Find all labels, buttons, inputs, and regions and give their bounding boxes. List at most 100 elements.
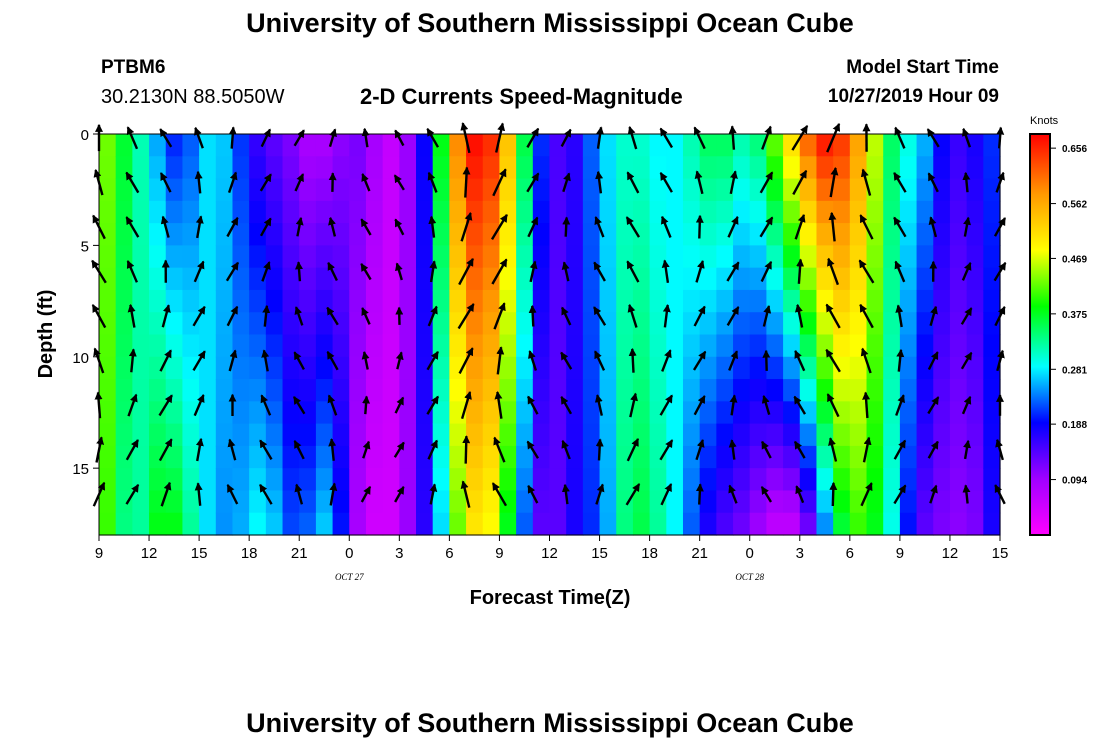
heatmap-cell: [365, 468, 384, 492]
current-vector-arrow: [462, 435, 471, 464]
heatmap-cell: [899, 134, 918, 157]
heatmap-cell: [315, 178, 334, 202]
heatmap-cell: [165, 156, 184, 180]
heatmap-cell: [432, 468, 450, 492]
heatmap-cell: [983, 156, 1001, 180]
current-vector-arrow: [728, 125, 737, 150]
heatmap-cell: [833, 178, 851, 202]
heatmap-cell: [699, 356, 717, 380]
heatmap-cell: [432, 223, 450, 246]
heatmap-cell: [182, 445, 200, 469]
heatmap-cell: [599, 423, 617, 447]
heatmap-cell: [682, 423, 701, 447]
heatmap-cell: [632, 512, 651, 536]
heatmap-cell: [516, 356, 534, 380]
current-vector-arrow: [794, 349, 806, 372]
heatmap-cell: [132, 445, 150, 469]
heatmap-cell: [232, 445, 250, 469]
current-vector-arrow: [695, 214, 704, 239]
current-vector-arrow: [361, 307, 371, 325]
heatmap-cell: [866, 267, 884, 291]
current-vector-arrow: [826, 122, 841, 153]
heatmap-cell: [165, 312, 184, 336]
heatmap-cell: [816, 223, 834, 246]
current-vector-arrow: [761, 125, 772, 150]
heatmap-cell: [916, 401, 934, 425]
heatmap-cell: [766, 334, 784, 358]
x-axis: 9 12 15 18 21 0 3 6 9 12 15 18 21 0 3 6 9 12 15 OCT 27 OCT 2…: [95, 535, 1008, 582]
heatmap-cell: [566, 379, 584, 402]
current-vector-arrow: [126, 126, 139, 150]
heatmap-cell: [165, 512, 184, 536]
colorbar-tick-label: 0.656: [1062, 144, 1087, 155]
heatmap-cell: [482, 156, 501, 180]
heatmap-cell: [132, 178, 150, 202]
heatmap-cell: [249, 200, 267, 224]
heatmap-cell: [282, 156, 300, 180]
heatmap-cell: [949, 445, 968, 469]
current-vector-arrow: [293, 351, 305, 370]
heatmap-cell: [749, 490, 768, 514]
heatmap-cell: [382, 490, 400, 514]
heatmap-cell: [416, 379, 434, 402]
heatmap-cell: [682, 245, 701, 269]
current-vector-arrow: [192, 350, 206, 372]
heatmap-cell: [949, 245, 968, 269]
heatmap-cell: [783, 379, 801, 402]
heatmap-cell: [949, 134, 968, 157]
heatmap-cell: [833, 223, 851, 246]
heatmap-cell: [432, 200, 450, 224]
heatmap-cell: [716, 289, 734, 313]
heatmap-cell: [399, 245, 417, 269]
heatmap-cell: [816, 289, 834, 313]
heatmap-cell: [866, 178, 884, 202]
heatmap-cell: [499, 512, 517, 536]
heatmap-cell: [849, 490, 868, 514]
current-vector-arrow: [896, 348, 905, 372]
heatmap-cell: [549, 223, 567, 246]
heatmap-cell: [666, 178, 684, 202]
current-vector-arrow: [695, 439, 705, 461]
heatmap-cell: [532, 445, 551, 469]
heatmap-cell: [449, 289, 467, 313]
heatmap-cell: [733, 490, 751, 514]
heatmap-cell: [365, 312, 384, 336]
current-vector-arrow: [929, 305, 938, 327]
heatmap-cell: [599, 356, 617, 380]
heatmap-cell: [199, 289, 217, 313]
heatmap-cell: [115, 379, 133, 402]
model-start-label: Model Start Time: [846, 57, 999, 78]
current-vector-arrow: [828, 437, 838, 462]
current-vector-arrow: [560, 396, 573, 415]
heatmap-cell: [849, 401, 868, 425]
heatmap-cell: [115, 334, 133, 358]
heatmap-cell: [833, 245, 851, 269]
heatmap-cell: [265, 356, 284, 380]
heatmap-cell: [532, 490, 551, 514]
current-vector-arrow: [361, 173, 371, 192]
date-label: OCT 27: [335, 572, 364, 582]
current-vector-arrow: [825, 303, 841, 329]
heatmap-cell: [566, 356, 584, 380]
heatmap-cell: [282, 334, 300, 358]
heatmap-cell: [966, 512, 984, 536]
heatmap-cell: [282, 379, 300, 402]
heatmap-cell: [399, 289, 417, 313]
heatmap-cell: [482, 267, 501, 291]
heatmap-cell: [733, 379, 751, 402]
heatmap-cell: [399, 267, 417, 291]
heatmap-cell: [249, 490, 267, 514]
heatmap-cell: [115, 200, 133, 224]
heatmap-cell: [816, 156, 834, 180]
heatmap-cell: [682, 401, 701, 425]
current-vector-arrow: [595, 438, 604, 461]
heatmap-cell: [382, 423, 400, 447]
heatmap-cell: [132, 200, 150, 224]
current-vector-arrow: [594, 216, 605, 238]
current-vector-arrow: [694, 170, 704, 195]
colorbar-tick-label: 0.375: [1062, 310, 1087, 321]
heatmap-cell: [466, 178, 484, 202]
footer-title: University of Southern Mississippi Ocean…: [246, 708, 854, 738]
heatmap-cell: [949, 423, 968, 447]
heatmap-cell: [199, 156, 217, 180]
